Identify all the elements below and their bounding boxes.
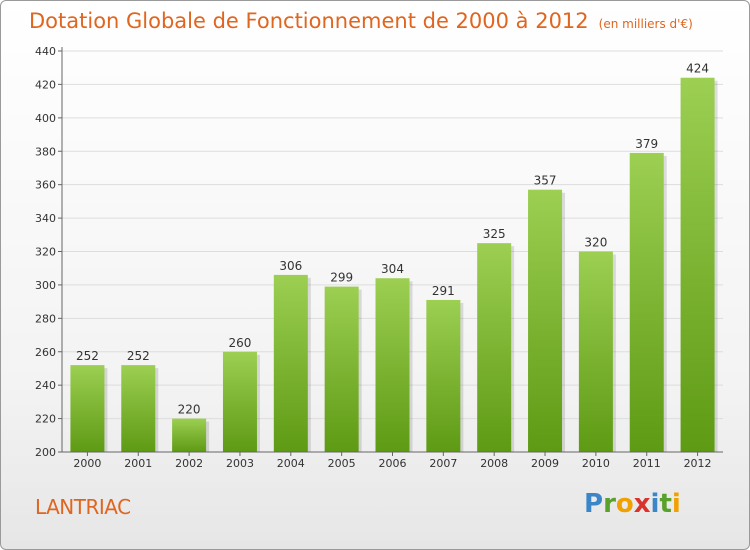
data-label: 306 — [279, 259, 302, 273]
bar — [172, 418, 207, 452]
bar — [324, 286, 359, 452]
logo-letter: x — [633, 489, 651, 519]
y-tick-label: 220 — [35, 413, 56, 426]
x-tick-label: 2009 — [531, 457, 559, 470]
bar — [477, 243, 512, 452]
data-label: 291 — [432, 284, 455, 298]
y-tick-label: 260 — [35, 346, 56, 359]
y-tick-label: 240 — [35, 379, 56, 392]
data-label: 379 — [635, 137, 658, 151]
logo-letter: o — [615, 489, 634, 519]
chart-title-text: Dotation Globale de Fonctionnement de 20… — [29, 9, 589, 33]
x-tick-label: 2001 — [124, 457, 152, 470]
data-label: 220 — [178, 403, 201, 417]
data-label: 357 — [534, 174, 557, 188]
proxiti-logo[interactable]: Proxiti — [584, 489, 681, 519]
bar — [222, 351, 257, 452]
y-tick-label: 360 — [35, 179, 56, 192]
x-tick-label: 2007 — [429, 457, 457, 470]
x-tick-label: 2006 — [379, 457, 407, 470]
y-tick-label: 380 — [35, 145, 56, 158]
bar — [70, 365, 105, 452]
y-tick-label: 340 — [35, 212, 56, 225]
data-label: 320 — [584, 236, 607, 250]
bar — [528, 189, 563, 452]
logo-letter: i — [650, 489, 660, 519]
bar — [375, 278, 410, 452]
y-tick-label: 320 — [35, 246, 56, 259]
y-tick-label: 400 — [35, 112, 56, 125]
y-tick-label: 280 — [35, 312, 56, 325]
data-label: 424 — [686, 62, 709, 76]
data-label: 252 — [127, 349, 150, 363]
bar — [680, 77, 715, 452]
x-tick-label: 2000 — [73, 457, 101, 470]
bar — [426, 299, 461, 452]
bar — [629, 152, 664, 452]
chart-title: Dotation Globale de Fonctionnement de 20… — [29, 9, 693, 33]
bar — [273, 274, 308, 452]
data-label: 325 — [483, 227, 506, 241]
data-label: 304 — [381, 262, 404, 276]
x-tick-label: 2005 — [328, 457, 356, 470]
data-label: 252 — [76, 349, 99, 363]
logo-letter: r — [603, 489, 616, 519]
x-tick-label: 2003 — [226, 457, 254, 470]
logo-letter: P — [584, 489, 604, 519]
logo-letter: t — [659, 489, 672, 519]
y-tick-label: 420 — [35, 78, 56, 91]
x-tick-label: 2002 — [175, 457, 203, 470]
bar — [578, 251, 613, 452]
axes: 200 220 240 260 280 300 320 340 360 380 400 420 440 2… — [35, 45, 723, 470]
x-tick-label: 2008 — [480, 457, 508, 470]
y-tick-label: 200 — [35, 446, 56, 459]
place-name: LANTRIAC — [35, 495, 131, 519]
x-tick-label: 2004 — [277, 457, 305, 470]
y-tick-label: 300 — [35, 279, 56, 292]
x-tick-label: 2011 — [633, 457, 661, 470]
y-tick-label: 440 — [35, 45, 56, 58]
x-tick-label: 2012 — [684, 457, 712, 470]
x-tick-label: 2010 — [582, 457, 610, 470]
chart-subtitle: (en milliers d'€) — [598, 17, 693, 31]
bars: 252 252 220 260 306 299 304 291 325 357 320 379 424 — [70, 62, 718, 452]
data-label: 260 — [229, 336, 252, 350]
data-label: 299 — [330, 271, 353, 285]
logo-letter: i — [671, 489, 681, 519]
bar — [121, 365, 156, 452]
